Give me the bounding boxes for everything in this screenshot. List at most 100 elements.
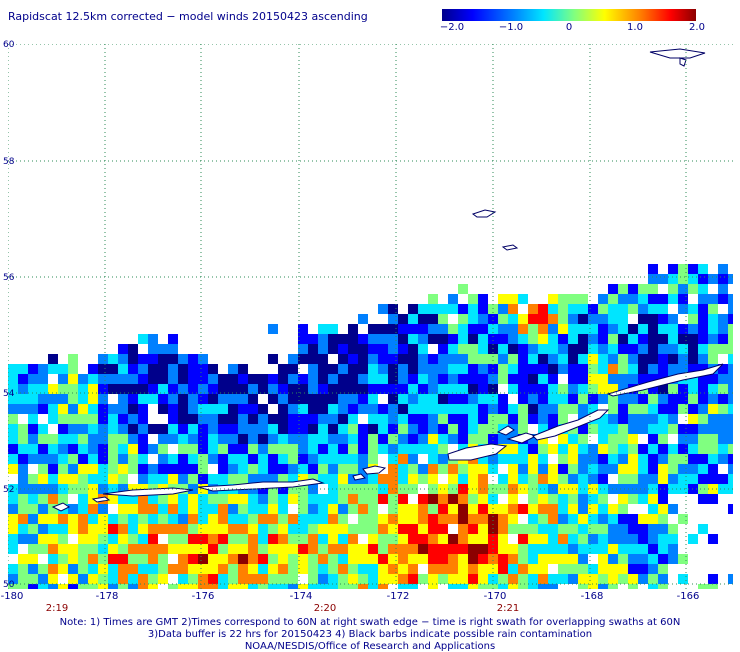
wind-cell: [118, 554, 128, 564]
wind-cell: [98, 564, 108, 574]
wind-cell: [578, 354, 588, 364]
wind-cell: [438, 464, 448, 474]
wind-cell: [638, 424, 648, 434]
wind-cell: [218, 424, 228, 434]
wind-cell: [418, 524, 428, 534]
wind-cell: [518, 354, 528, 364]
wind-cell: [328, 384, 338, 394]
wind-cell: [188, 524, 198, 534]
wind-cell: [528, 534, 538, 544]
wind-cell: [658, 564, 668, 574]
wind-cell: [688, 334, 698, 344]
wind-cell: [288, 394, 298, 404]
wind-cell: [18, 554, 28, 564]
wind-cell: [468, 464, 478, 474]
wind-cell: [88, 514, 98, 524]
wind-cell: [358, 584, 368, 589]
wind-cell: [558, 394, 568, 404]
wind-cell: [418, 444, 428, 454]
wind-cell: [268, 564, 278, 574]
wind-cell: [308, 544, 318, 554]
wind-cell: [578, 474, 588, 484]
wind-cell: [678, 484, 688, 494]
wind-cell: [328, 404, 338, 414]
wind-cell: [138, 424, 148, 434]
wind-cell: [608, 344, 618, 354]
wind-cell: [188, 414, 198, 424]
lat-label-50: 50: [3, 580, 15, 590]
wind-cell: [608, 464, 618, 474]
wind-cell: [498, 504, 508, 514]
wind-cell: [88, 434, 98, 444]
wind-cell: [518, 524, 528, 534]
wind-cell: [488, 534, 498, 544]
wind-cell: [328, 394, 338, 404]
wind-cell: [578, 384, 588, 394]
time-label-2: 2:20: [313, 603, 337, 614]
wind-cell: [478, 414, 488, 424]
wind-cell: [698, 434, 708, 444]
wind-cell: [408, 424, 418, 434]
wind-cell: [78, 494, 88, 504]
wind-cell: [668, 444, 678, 454]
wind-cell: [478, 484, 488, 494]
wind-cell: [648, 564, 658, 574]
wind-cell: [238, 534, 248, 544]
wind-cell: [248, 424, 258, 434]
wind-cell: [338, 404, 348, 414]
wind-cell: [198, 584, 208, 589]
wind-cell: [578, 294, 588, 304]
wind-cell: [468, 474, 478, 484]
wind-cell: [448, 384, 458, 394]
wind-cell: [238, 374, 248, 384]
wind-cell: [158, 574, 168, 584]
wind-cell: [128, 544, 138, 554]
wind-cell: [248, 384, 258, 394]
wind-cell: [518, 464, 528, 474]
wind-cell: [618, 394, 628, 404]
wind-cell: [528, 394, 538, 404]
wind-cell: [78, 544, 88, 554]
wind-cell: [468, 504, 478, 514]
wind-cell: [658, 354, 668, 364]
wind-cell: [648, 554, 658, 564]
wind-cell: [498, 334, 508, 344]
wind-cell: [548, 574, 558, 584]
wind-cell: [198, 484, 208, 494]
wind-cell: [428, 294, 438, 304]
wind-cell: [568, 324, 578, 334]
wind-cell: [408, 444, 418, 454]
wind-cell: [618, 424, 628, 434]
wind-cell: [128, 384, 138, 394]
wind-cell: [698, 404, 708, 414]
wind-cell: [348, 374, 358, 384]
wind-cell: [138, 464, 148, 474]
wind-cell: [138, 554, 148, 564]
wind-cell: [88, 554, 98, 564]
wind-cell: [8, 384, 18, 394]
wind-cell: [208, 384, 218, 394]
wind-cell: [618, 284, 628, 294]
wind-cell: [128, 374, 138, 384]
wind-cell: [308, 384, 318, 394]
wind-cell: [618, 494, 628, 504]
wind-cell: [688, 434, 698, 444]
wind-cell: [658, 434, 668, 444]
wind-cell: [448, 514, 458, 524]
wind-cell: [678, 364, 688, 374]
wind-cell: [218, 554, 228, 564]
wind-cell: [438, 354, 448, 364]
wind-cell: [118, 374, 128, 384]
wind-cell: [698, 344, 708, 354]
wind-cell: [278, 384, 288, 394]
wind-cell: [368, 504, 378, 514]
wind-cell: [508, 584, 518, 589]
wind-cell: [108, 414, 118, 424]
wind-cell: [108, 514, 118, 524]
wind-difference-map: [8, 44, 733, 589]
wind-cell: [708, 444, 718, 454]
wind-cell: [68, 464, 78, 474]
wind-cell: [708, 404, 718, 414]
wind-cell: [538, 424, 548, 434]
wind-cell: [438, 504, 448, 514]
